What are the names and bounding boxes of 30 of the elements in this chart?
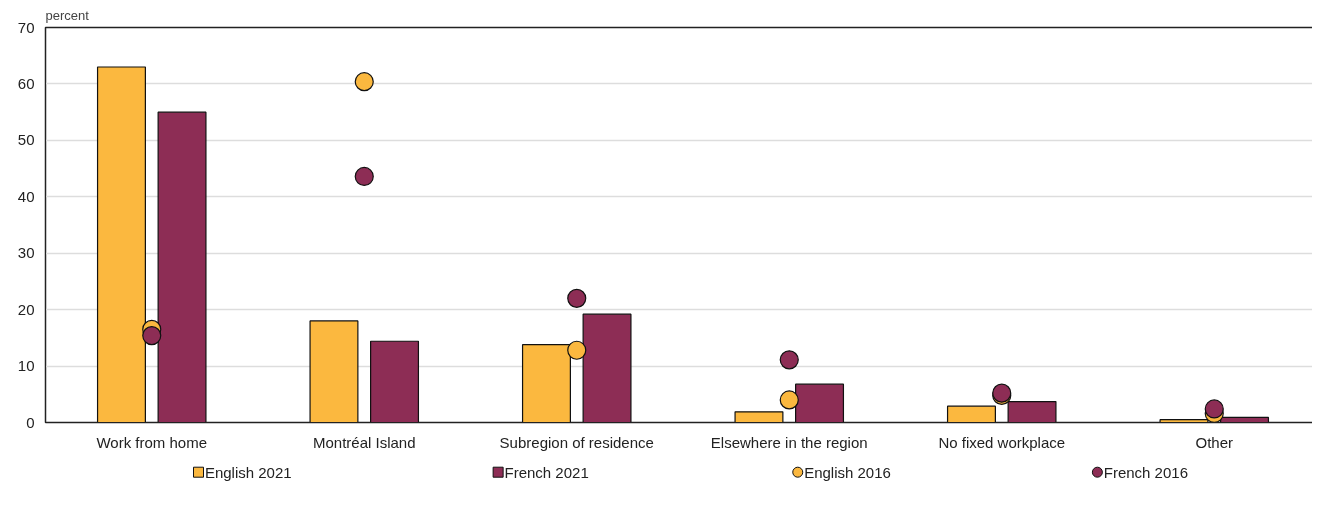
- y-tick-label: 20: [17, 300, 35, 318]
- y-tick-label: 70: [17, 18, 35, 36]
- bar: [734, 411, 784, 423]
- point: [567, 288, 587, 308]
- point: [142, 326, 162, 346]
- point: [354, 166, 374, 187]
- y-axis-title: percent: [45, 7, 90, 23]
- y-tick-label: 40: [17, 187, 35, 205]
- x-tick-label: Subregion of residence: [499, 433, 654, 451]
- legend-label: English 2016: [804, 463, 891, 481]
- bar: [309, 320, 359, 423]
- x-tick-label: Montréal Island: [312, 433, 416, 451]
- y-tick-label: 30: [17, 244, 35, 262]
- point: [779, 390, 799, 410]
- legend-label: French 2016: [1103, 463, 1188, 481]
- legend-label: French 2021: [504, 463, 589, 481]
- x-tick-label: Work from home: [96, 433, 208, 451]
- y-tick-label: 50: [17, 131, 35, 149]
- y-tick-label: 0: [26, 413, 35, 431]
- legend-label: English 2021: [204, 463, 292, 481]
- bar: [370, 340, 420, 423]
- bar: [946, 405, 996, 423]
- y-tick-label: 60: [17, 74, 35, 92]
- x-tick-label: Other: [1195, 433, 1234, 451]
- point: [354, 72, 374, 92]
- y-tick-label: 10: [17, 357, 35, 375]
- x-tick-label: No fixed workplace: [938, 433, 1066, 451]
- point: [779, 350, 799, 370]
- x-tick-label: Elsewhere in the region: [710, 433, 868, 451]
- point: [567, 340, 587, 360]
